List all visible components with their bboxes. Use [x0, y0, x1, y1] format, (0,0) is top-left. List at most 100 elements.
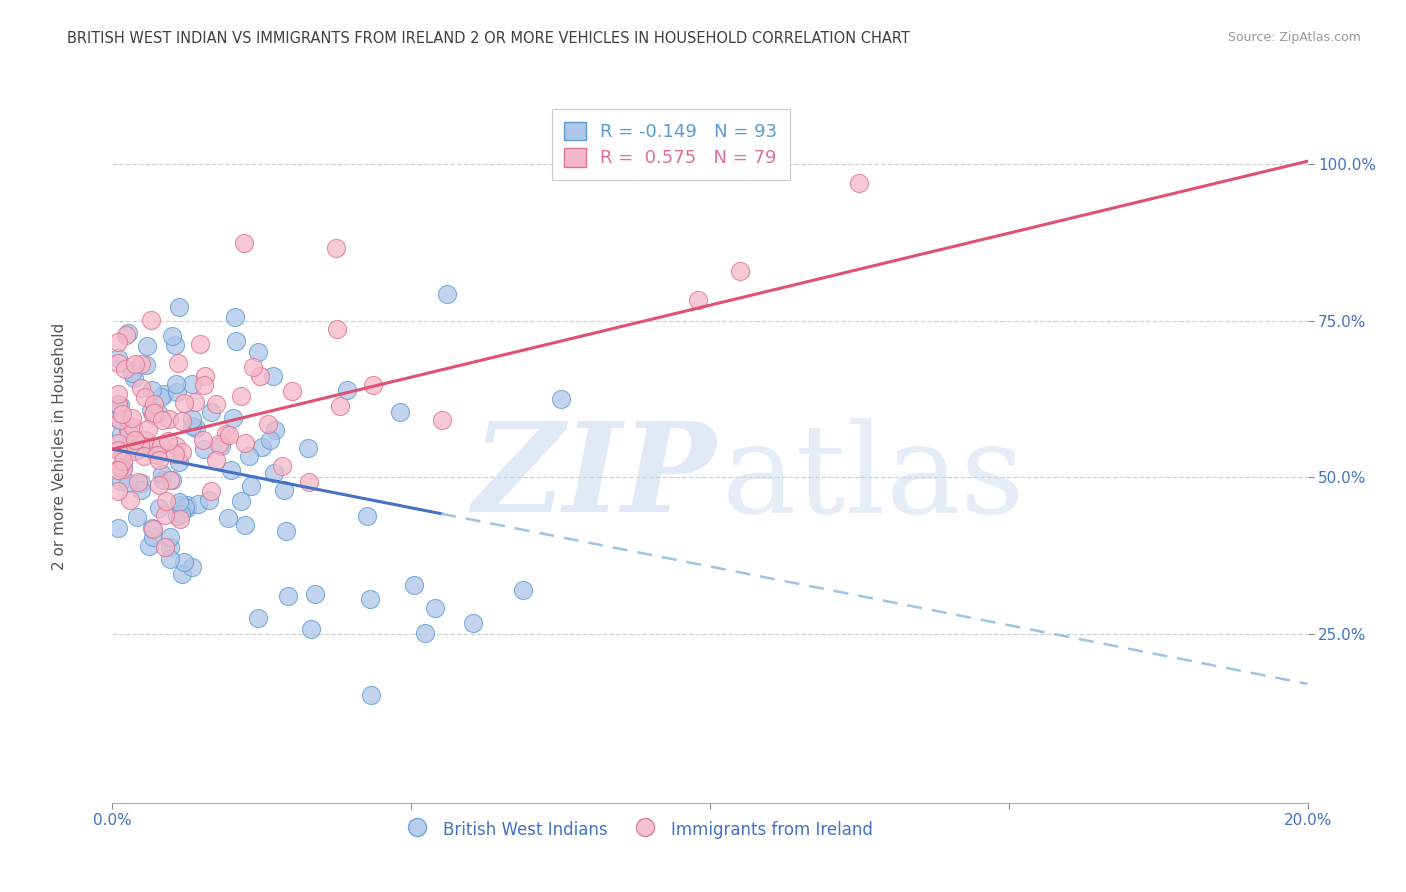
Point [281, 384, 304, 398]
Point [160, 329, 183, 343]
Point [142, 530, 165, 544]
Point [135, 358, 157, 372]
Text: ZIP: ZIP [472, 417, 716, 539]
Point [297, 442, 319, 456]
Point [686, 293, 709, 308]
Point [461, 615, 484, 630]
Point [157, 412, 180, 426]
Point [356, 509, 378, 524]
Point [257, 417, 280, 431]
Point [141, 383, 163, 397]
Point [246, 611, 269, 625]
Point [159, 551, 181, 566]
Point [112, 447, 135, 461]
Point [184, 394, 207, 409]
Point [107, 436, 129, 450]
Point [115, 327, 138, 342]
Point [264, 423, 287, 437]
Point [176, 498, 198, 512]
Point [127, 475, 149, 489]
Point [233, 235, 256, 250]
Point [233, 435, 256, 450]
Point [159, 530, 181, 544]
Point [107, 521, 129, 535]
Point [163, 447, 186, 461]
Point [169, 455, 191, 469]
Point [127, 510, 149, 524]
Point [134, 449, 156, 463]
Point [146, 406, 169, 420]
Point [108, 460, 131, 475]
Point [167, 495, 190, 509]
Point [138, 422, 160, 436]
Point [111, 460, 134, 475]
Point [550, 392, 572, 406]
Point [329, 399, 352, 413]
Point [118, 425, 141, 440]
Point [218, 428, 240, 442]
Point [141, 521, 163, 535]
Point [274, 524, 297, 538]
Point [224, 310, 246, 325]
Point [166, 384, 188, 399]
Point [193, 434, 215, 448]
Point [423, 601, 446, 615]
Point [204, 453, 226, 467]
Point [162, 473, 184, 487]
Text: 2 or more Vehicles in Household: 2 or more Vehicles in Household [52, 322, 66, 570]
Point [117, 423, 139, 437]
Point [107, 386, 129, 401]
Point [107, 484, 129, 499]
Point [181, 559, 204, 574]
Point [107, 351, 129, 365]
Point [299, 622, 322, 636]
Point [117, 326, 139, 340]
Point [131, 381, 153, 395]
Point [215, 426, 238, 441]
Point [121, 367, 143, 381]
Point [193, 442, 215, 457]
Point [217, 511, 239, 525]
Point [153, 508, 176, 522]
Point [122, 371, 145, 385]
Text: Source: ZipAtlas.com: Source: ZipAtlas.com [1227, 31, 1361, 45]
Point [235, 518, 257, 533]
Point [259, 434, 281, 448]
Point [153, 387, 176, 401]
Point [200, 484, 222, 499]
Point [143, 440, 166, 454]
Point [188, 337, 211, 351]
Point [304, 587, 326, 601]
Point [221, 462, 243, 476]
Point [436, 287, 458, 301]
Point [131, 483, 153, 498]
Point [170, 414, 193, 428]
Point [107, 412, 129, 426]
Point [150, 467, 173, 481]
Point [148, 501, 170, 516]
Point [181, 418, 204, 433]
Point [148, 478, 170, 492]
Point [136, 338, 159, 352]
Point [848, 176, 870, 190]
Point [111, 453, 134, 467]
Point [134, 433, 156, 447]
Point [298, 475, 321, 489]
Point [159, 540, 181, 554]
Point [122, 443, 145, 458]
Point [169, 498, 191, 512]
Point [107, 335, 129, 350]
Point [111, 462, 134, 476]
Point [143, 407, 166, 421]
Point [107, 356, 129, 370]
Point [170, 444, 193, 458]
Point [150, 390, 173, 404]
Point [159, 473, 181, 487]
Point [336, 384, 359, 398]
Point [359, 591, 381, 606]
Point [229, 493, 252, 508]
Point [107, 398, 129, 412]
Point [402, 578, 425, 592]
Point [225, 334, 247, 348]
Point [174, 500, 197, 514]
